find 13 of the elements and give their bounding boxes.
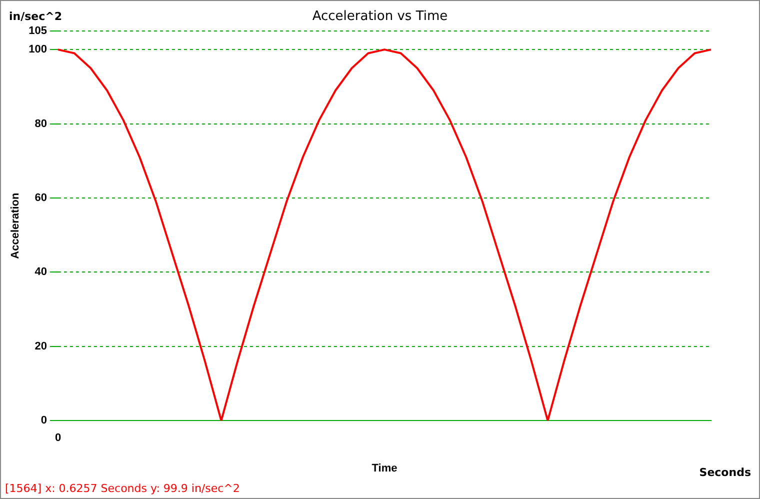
y-tick-label: 40 (34, 266, 47, 278)
x-axis-title: Time (372, 462, 398, 474)
y-tick-label: 105 (28, 25, 47, 38)
text: Seconds (699, 466, 751, 479)
y-tick-label: 80 (34, 118, 47, 130)
y-tick-label: 100 (28, 44, 47, 56)
y-axis-title: Acceleration (10, 192, 22, 259)
y-tick-label: 60 (34, 192, 47, 204)
y-tick-label: 0 (40, 414, 47, 427)
y-tick-label: 20 (34, 340, 47, 352)
text: in/sec^2 (9, 10, 62, 23)
text: [1564] x: 0.6257 Seconds y: 99.9 in/sec^2 (5, 482, 240, 495)
chart-title: Acceleration vs Time (312, 9, 448, 24)
